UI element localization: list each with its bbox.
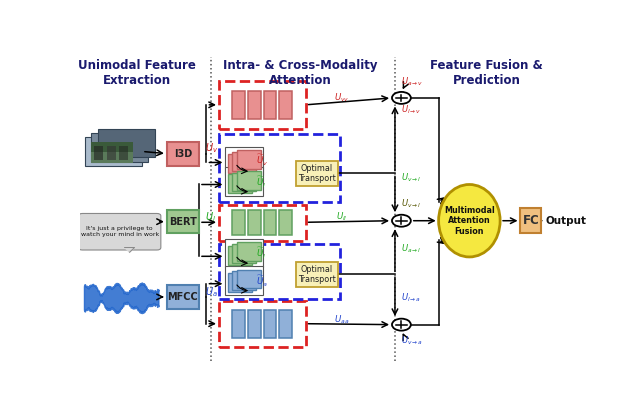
Text: Output: Output <box>545 216 586 226</box>
Bar <box>219 244 340 299</box>
Bar <box>237 150 260 169</box>
Text: $U_l$: $U_l$ <box>205 210 216 224</box>
Bar <box>225 147 262 175</box>
Bar <box>232 272 256 290</box>
Bar <box>219 81 306 129</box>
Bar <box>237 171 260 189</box>
Bar <box>296 161 338 186</box>
Text: Multimodal
Attention
Fusion: Multimodal Attention Fusion <box>444 206 495 236</box>
Text: $\widetilde{U}_l$: $\widetilde{U}_l$ <box>256 246 266 261</box>
Text: BERT: BERT <box>169 216 197 227</box>
Circle shape <box>392 215 411 227</box>
Text: I3D: I3D <box>174 149 192 159</box>
Bar <box>520 208 541 233</box>
Text: $U_a$: $U_a$ <box>205 285 218 299</box>
Bar <box>167 285 199 309</box>
Bar <box>280 310 292 338</box>
Text: $U_{v \rightarrow a}$: $U_{v \rightarrow a}$ <box>401 334 424 347</box>
Bar <box>264 310 276 338</box>
Bar <box>296 262 338 287</box>
FancyBboxPatch shape <box>79 213 161 250</box>
Bar <box>264 210 276 235</box>
Text: $U_{v \rightarrow l}$: $U_{v \rightarrow l}$ <box>401 172 422 184</box>
Bar <box>94 146 103 160</box>
Text: $U_v$: $U_v$ <box>205 142 218 155</box>
Text: $U_{aa}$: $U_{aa}$ <box>334 314 349 326</box>
Bar <box>237 270 260 288</box>
Bar <box>167 210 199 233</box>
Bar <box>232 210 244 235</box>
Bar <box>232 310 244 338</box>
Text: $U_{l \rightarrow v}$: $U_{l \rightarrow v}$ <box>401 103 422 116</box>
Text: $U_{ll}$: $U_{ll}$ <box>336 210 348 223</box>
Bar <box>232 152 256 171</box>
Bar <box>219 301 306 347</box>
Bar <box>98 129 155 157</box>
Text: $U_{vv}$: $U_{vv}$ <box>334 91 349 103</box>
Text: $U_{a \rightarrow v}$: $U_{a \rightarrow v}$ <box>401 76 424 88</box>
Bar <box>91 152 133 163</box>
Text: It's just a privilege to
watch your mind in work: It's just a privilege to watch your mind… <box>81 226 159 237</box>
Polygon shape <box>125 247 134 252</box>
Bar <box>225 167 262 196</box>
Bar <box>232 244 256 263</box>
Bar <box>280 210 292 235</box>
Bar <box>219 205 306 241</box>
Bar <box>248 210 260 235</box>
Bar <box>237 242 260 261</box>
Text: $U_{a \rightarrow l}$: $U_{a \rightarrow l}$ <box>401 243 422 255</box>
Text: FC: FC <box>522 214 540 227</box>
Text: Unimodal Feature
Extraction: Unimodal Feature Extraction <box>78 58 196 87</box>
Bar <box>232 173 256 191</box>
Text: Optimal
Transport: Optimal Transport <box>298 164 336 183</box>
Text: $\widetilde{U}_l$: $\widetilde{U}_l$ <box>256 175 266 190</box>
Ellipse shape <box>438 184 500 257</box>
Bar <box>225 266 262 295</box>
Bar <box>228 174 252 193</box>
Text: Feature Fusion &
Prediction: Feature Fusion & Prediction <box>430 58 543 87</box>
Text: $\widetilde{U}_a$: $\widetilde{U}_a$ <box>256 274 268 289</box>
Bar <box>108 146 116 160</box>
Bar <box>232 91 244 119</box>
Bar <box>167 142 199 166</box>
Bar <box>228 154 252 173</box>
Bar <box>219 134 340 202</box>
Text: MFCC: MFCC <box>168 292 198 302</box>
Bar <box>225 239 262 267</box>
Bar <box>92 133 148 162</box>
Bar <box>248 91 260 119</box>
Bar <box>228 246 252 265</box>
Bar <box>264 91 276 119</box>
Text: Intra- & Cross-Modality
Attention: Intra- & Cross-Modality Attention <box>223 58 378 87</box>
Bar <box>118 146 127 160</box>
Bar <box>85 137 142 166</box>
Bar <box>248 310 260 338</box>
Bar <box>91 142 133 163</box>
Text: Optimal
Transport: Optimal Transport <box>298 265 336 284</box>
Text: $U_{l \rightarrow a}$: $U_{l \rightarrow a}$ <box>401 292 422 304</box>
Bar <box>228 273 252 292</box>
Circle shape <box>392 319 411 330</box>
Circle shape <box>392 92 411 104</box>
Text: $U_{v \rightarrow l}$: $U_{v \rightarrow l}$ <box>401 197 422 210</box>
Text: $\widetilde{U}_v$: $\widetilde{U}_v$ <box>256 153 269 169</box>
Bar <box>280 91 292 119</box>
